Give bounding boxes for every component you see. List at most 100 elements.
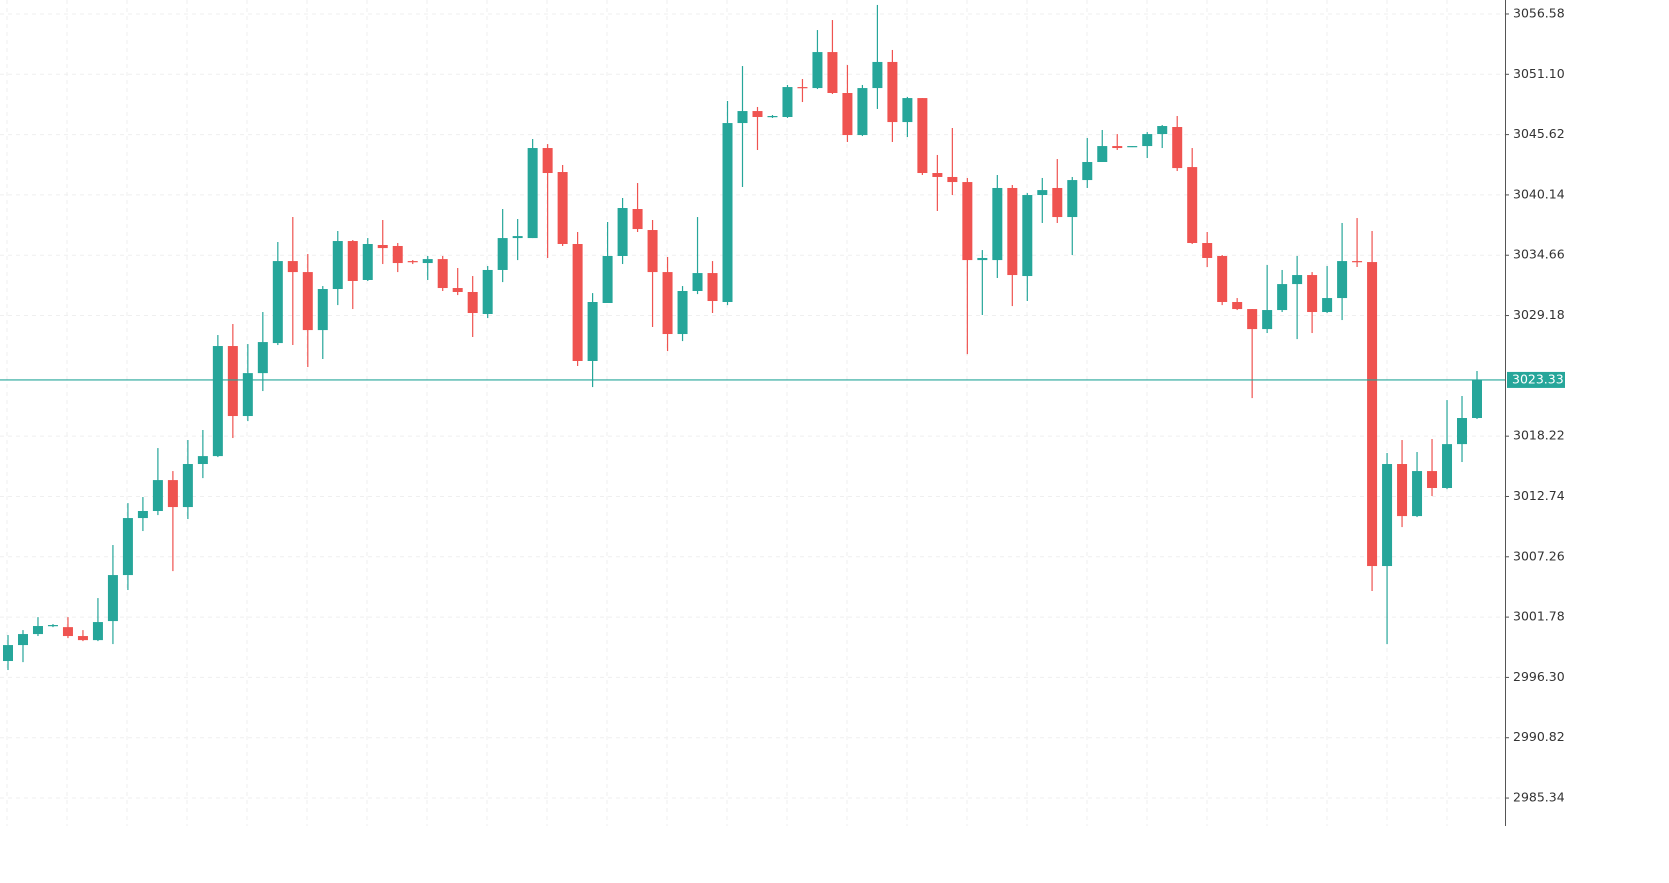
candle-body <box>317 289 328 331</box>
candle-body <box>962 182 973 261</box>
candle-body <box>227 346 238 417</box>
candle-body <box>692 273 703 291</box>
candle-body <box>1022 195 1033 277</box>
candle-body <box>257 342 268 374</box>
candle-body <box>497 238 508 270</box>
candle-body <box>722 123 733 303</box>
candle-body <box>1097 146 1108 163</box>
candle-body <box>1187 167 1198 244</box>
candle-body <box>467 291 478 314</box>
candle-body <box>137 511 148 519</box>
candle-body <box>992 187 1003 261</box>
candle-body <box>737 111 748 124</box>
candle-body <box>782 87 793 117</box>
candle-body <box>1457 418 1468 445</box>
candle-body <box>482 269 493 315</box>
candle-body <box>1007 187 1018 276</box>
candle-body <box>527 148 538 239</box>
candle-body <box>1382 464 1393 567</box>
candle-body <box>1472 379 1482 419</box>
candle-body <box>302 272 313 331</box>
candle-body <box>17 634 28 646</box>
y-tick-label: 3056.58 <box>1513 5 1565 20</box>
candle-body <box>272 261 283 344</box>
candle-body <box>1052 187 1063 218</box>
candle-body <box>1142 134 1153 147</box>
candle-body <box>1202 243 1213 258</box>
candle-body <box>662 272 673 335</box>
candle-body <box>542 148 553 174</box>
candle-body <box>1247 309 1258 330</box>
candle-body <box>212 346 223 457</box>
candle-body <box>932 173 943 177</box>
candle-body <box>1172 127 1183 169</box>
candle-body <box>512 236 523 239</box>
candle-body <box>752 111 763 117</box>
candle-body <box>32 626 43 635</box>
y-tick-label: 3051.10 <box>1513 66 1565 81</box>
candle-body <box>917 98 928 174</box>
candle-body <box>452 288 463 292</box>
y-tick-label: 2990.82 <box>1513 729 1565 744</box>
candle-body <box>182 464 193 508</box>
candle-body <box>1082 162 1093 181</box>
candle-body <box>557 172 568 245</box>
candle-body <box>857 88 868 136</box>
candle-body <box>1442 444 1453 489</box>
candle-body <box>197 456 208 465</box>
y-tick-label: 3001.78 <box>1513 609 1565 624</box>
candle-body <box>1262 310 1273 330</box>
candle-body <box>1232 302 1243 310</box>
candle-body <box>107 575 118 622</box>
y-tick-label: 3018.22 <box>1513 428 1565 443</box>
candle-body <box>1277 284 1288 311</box>
candle-body <box>1067 180 1078 218</box>
candle-body <box>92 622 103 641</box>
candle-body <box>62 627 73 637</box>
candle-body <box>902 98 913 123</box>
candle-body <box>797 87 808 89</box>
candle-body <box>347 241 358 281</box>
candle-body <box>167 480 178 508</box>
candle-body <box>392 245 403 264</box>
candle-body <box>1412 471 1423 517</box>
candle-body <box>1427 471 1438 489</box>
candle-body <box>3 645 13 662</box>
candle-body <box>287 261 298 273</box>
candle-body <box>602 255 613 303</box>
candle-body <box>947 176 958 183</box>
last-price-tag <box>1507 371 1565 388</box>
candle-body <box>422 259 433 264</box>
candle-body <box>362 244 373 280</box>
candle-body <box>332 241 343 290</box>
candle-body <box>767 116 778 118</box>
y-tick-label: 3045.62 <box>1513 126 1565 141</box>
candle-body <box>812 52 823 89</box>
y-tick-label: 2985.34 <box>1513 790 1565 805</box>
y-tick-label: 3040.14 <box>1513 186 1565 201</box>
y-tick-label: 3007.26 <box>1513 548 1565 563</box>
candle-body <box>1352 261 1363 263</box>
candle-body <box>242 373 253 417</box>
candle-body <box>377 244 388 249</box>
y-tick-label: 2996.30 <box>1513 669 1565 684</box>
candle-body <box>617 208 628 256</box>
candle-body <box>827 52 838 94</box>
candle-body <box>647 230 658 273</box>
candle-body <box>1397 464 1408 517</box>
candle-body <box>977 257 988 261</box>
candle-body <box>437 259 448 289</box>
candle-body <box>872 61 883 89</box>
candle-body <box>1292 275 1303 285</box>
candle-body <box>842 93 853 136</box>
candle-body <box>1307 275 1318 313</box>
candle-body <box>1217 255 1228 303</box>
candle-body <box>677 290 688 335</box>
candle-body <box>572 244 583 361</box>
candle-body <box>1367 262 1378 567</box>
candle-body <box>122 518 133 576</box>
y-tick-label: 3012.74 <box>1513 488 1565 503</box>
candle-body <box>632 209 643 230</box>
candle-body <box>887 61 898 123</box>
